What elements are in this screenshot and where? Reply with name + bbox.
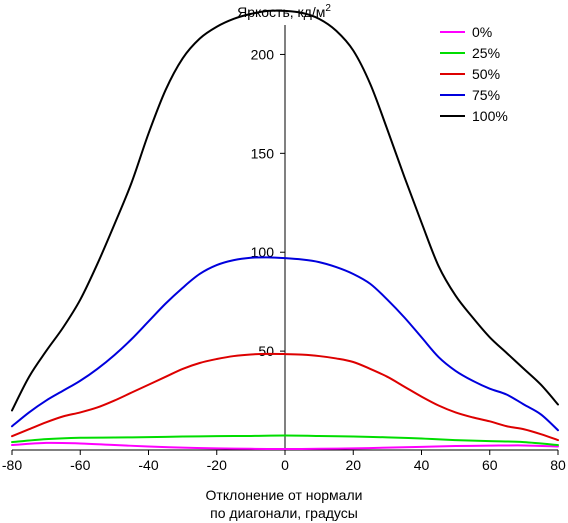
series-line-0-percent <box>11 441 559 451</box>
series-line-50-percent <box>11 352 559 442</box>
y-tick-label: 50 <box>258 343 274 359</box>
series-line-100-percent <box>11 9 559 412</box>
x-tick-label: 60 <box>482 457 498 473</box>
legend-label-50-percent: 50% <box>472 66 500 82</box>
chart-title: Яркость, кд/м2 <box>237 3 331 20</box>
series-line-25-percent <box>11 434 559 447</box>
x-tick-label: -60 <box>70 457 90 473</box>
x-axis-label-line2: по диагонали, градусы <box>210 505 358 521</box>
legend-label-25-percent: 25% <box>472 45 500 61</box>
y-tick-label: 100 <box>251 244 275 260</box>
legend-label-75-percent: 75% <box>472 87 500 103</box>
y-tick-label: 150 <box>251 145 275 161</box>
x-tick-label: 0 <box>281 457 289 473</box>
x-tick-label: -40 <box>138 457 158 473</box>
x-axis-label-line1: Отклонение от нормали <box>206 487 363 503</box>
x-tick-label: 20 <box>345 457 361 473</box>
x-tick-label: 80 <box>550 457 566 473</box>
x-tick-label: -80 <box>2 457 22 473</box>
x-tick-label: -20 <box>207 457 227 473</box>
chart-title-superscript: 2 <box>325 3 331 14</box>
series-line-75-percent <box>11 256 559 432</box>
y-tick-label: 200 <box>251 46 275 62</box>
legend-label-0-percent: 0% <box>472 24 492 40</box>
legend-label-100-percent: 100% <box>472 108 508 124</box>
plot-area: -80 -60 -40 -20 0 20 40 60 80 50 100 150 200 Яркость,… <box>2 3 566 521</box>
x-tick-label: 40 <box>414 457 430 473</box>
